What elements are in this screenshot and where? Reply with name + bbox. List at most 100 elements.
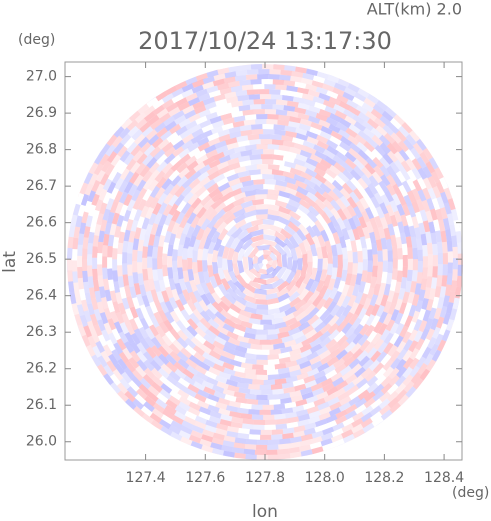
- radar-cell: [362, 226, 371, 239]
- radar-cell: [294, 81, 307, 89]
- radar-cell: [95, 340, 105, 354]
- radar-cell: [103, 364, 114, 377]
- radar-cell: [285, 317, 298, 327]
- radar-cell: [97, 241, 104, 254]
- radar-cell: [223, 169, 236, 178]
- radar-cell: [142, 154, 154, 166]
- radar-cell: [156, 160, 168, 173]
- radar-cell: [122, 274, 129, 287]
- radar-cell: [199, 119, 212, 129]
- radar-cell: [233, 166, 247, 174]
- radar-cell: [215, 375, 228, 384]
- radar-cell: [228, 65, 241, 73]
- radar-cell: [431, 277, 438, 289]
- radar-cell: [110, 154, 121, 167]
- radar-cell: [174, 114, 187, 125]
- radar-cell: [196, 371, 209, 382]
- radar-cell: [274, 230, 287, 242]
- radar-cell: [326, 145, 339, 156]
- radar-cell: [291, 91, 303, 99]
- radar-cell: [74, 293, 82, 306]
- radar-cell: [256, 359, 268, 365]
- radar-cell: [309, 355, 322, 365]
- radar-cell: [143, 144, 156, 157]
- radar-cell: [128, 357, 140, 369]
- radar-cell: [132, 369, 144, 382]
- radar-cell: [405, 386, 417, 398]
- radar-cell: [271, 429, 284, 435]
- radar-cell: [278, 190, 291, 199]
- radar-cell: [387, 261, 393, 274]
- radar-cell: [197, 248, 204, 261]
- radar-cell: [168, 278, 176, 291]
- radar-cell: [387, 390, 399, 403]
- radar-cell: [218, 154, 231, 164]
- radar-cell: [310, 343, 323, 354]
- radar-cell: [234, 218, 247, 229]
- radar-cell: [184, 344, 197, 356]
- radar-cell: [253, 84, 265, 90]
- radar-cell: [163, 213, 173, 226]
- radar-cell: [288, 216, 302, 227]
- radar-cell: [150, 336, 162, 349]
- radar-cell: [369, 405, 382, 417]
- radar-cell: [401, 243, 408, 256]
- radar-cell: [408, 225, 416, 238]
- radar-cell: [212, 151, 225, 161]
- radar-cell: [106, 360, 117, 372]
- radar-cell: [338, 101, 351, 111]
- radar-cell: [342, 207, 353, 220]
- radar-cell: [193, 351, 206, 363]
- radar-cell: [171, 209, 181, 222]
- radar-cell: [339, 141, 352, 152]
- radar-cell: [349, 302, 359, 315]
- radar-cell: [375, 125, 388, 137]
- radar-cell: [365, 110, 378, 122]
- radar-cell: [282, 432, 294, 440]
- radar-cell: [83, 281, 90, 294]
- radar-cell: [422, 187, 431, 200]
- radar-cell: [182, 368, 195, 379]
- radar-cell: [322, 426, 335, 436]
- radar-cell: [345, 404, 358, 414]
- radar-cell: [298, 413, 310, 422]
- radar-cell: [417, 249, 423, 262]
- radar-cell: [207, 132, 220, 142]
- radar-cell: [177, 389, 190, 400]
- radar-cell: [407, 169, 417, 182]
- radar-cell: [398, 149, 410, 162]
- radar-cell: [186, 325, 198, 337]
- radar-cell: [135, 365, 147, 378]
- radar-cell: [224, 341, 237, 350]
- radar-cell: [385, 204, 395, 217]
- radar-cell: [341, 227, 350, 241]
- radar-cell: [332, 155, 345, 166]
- radar-cell: [207, 241, 216, 254]
- radar-cell: [222, 440, 235, 448]
- radar-cell: [290, 247, 298, 261]
- radar-cell: [283, 386, 296, 394]
- radar-cell: [342, 304, 352, 317]
- radar-cell: [239, 64, 252, 71]
- radar-cell: [333, 330, 346, 343]
- radar-cell: [179, 153, 191, 165]
- radar-cell: [332, 231, 341, 245]
- radar-cell: [203, 236, 212, 250]
- radar-cell: [325, 414, 338, 424]
- radar-cell: [72, 249, 78, 261]
- radar-cell: [157, 192, 168, 205]
- radar-cell: [299, 360, 312, 370]
- radar-cell: [194, 415, 207, 425]
- radar-cell: [253, 293, 266, 300]
- radar-cell: [404, 315, 414, 328]
- radar-cell: [211, 357, 225, 367]
- radar-cell: [452, 258, 458, 270]
- radar-cell: [124, 308, 134, 321]
- radar-cell: [320, 323, 332, 335]
- radar-cell: [411, 216, 420, 229]
- radar-cell: [412, 179, 422, 192]
- radar-cell: [403, 357, 414, 370]
- radar-cell: [341, 161, 354, 173]
- radar-cell: [307, 205, 320, 217]
- radar-cell: [151, 137, 164, 149]
